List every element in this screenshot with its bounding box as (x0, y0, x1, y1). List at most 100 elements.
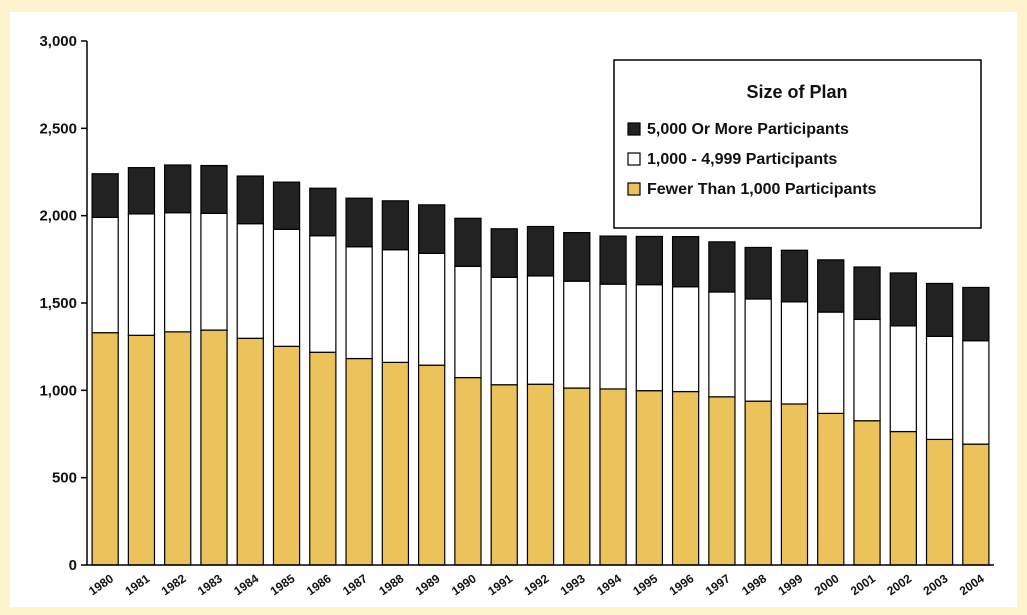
x-tick-label-2003: 2003 (921, 571, 951, 598)
bar-1994-series-1 (599, 283, 627, 390)
bar-1988-series-2 (381, 200, 410, 251)
y-tick-label-1500: 1,500 (39, 295, 77, 312)
bar-1993-series-1 (563, 280, 591, 389)
bar-1999-series-1 (780, 301, 809, 405)
y-tick-label-1000: 1,000 (39, 382, 77, 399)
x-tick-label-1996: 1996 (667, 571, 697, 598)
bar-2000-series-1 (817, 311, 845, 414)
bar-1984-series-0 (236, 337, 264, 566)
x-tick-label-2004: 2004 (957, 571, 987, 598)
bar-1980-series-2 (91, 173, 119, 219)
bar-1990-series-0 (454, 376, 482, 566)
bar-2004-series-1 (962, 340, 990, 445)
bar-1994-series-0 (599, 388, 627, 566)
bar-1985-series-2 (272, 181, 301, 230)
x-tick-label-1992: 1992 (521, 571, 551, 598)
bar-1992-series-2 (526, 225, 555, 277)
bar-2002-series-1 (889, 325, 917, 433)
x-tick-label-1999: 1999 (775, 571, 805, 598)
bar-2004-series-2 (962, 286, 990, 342)
x-tick-label-1983: 1983 (195, 571, 225, 598)
bar-1992-series-1 (526, 275, 555, 385)
bar-1993-series-2 (563, 232, 591, 282)
legend-label-0: 5,000 Or More Participants (647, 121, 849, 138)
bar-1987-series-0 (345, 357, 373, 566)
bar-1997-series-2 (708, 241, 736, 293)
x-tick-label-1981: 1981 (122, 571, 152, 598)
legend: Size of Plan 5,000 Or More Participants 1… (613, 59, 982, 229)
y-tick-label-500: 500 (52, 470, 77, 487)
bar-1998-series-2 (744, 246, 772, 300)
bar-1995-series-2 (635, 235, 664, 286)
bar-1996-series-2 (671, 236, 700, 288)
bar-2001-series-1 (853, 318, 881, 422)
bar-1999-series-0 (780, 403, 809, 566)
bar-1991-series-0 (490, 384, 518, 566)
legend-box (613, 59, 982, 229)
bar-1996-series-0 (671, 390, 700, 566)
x-tick-label-1982: 1982 (159, 571, 189, 598)
y-tick-label-2500: 2,500 (39, 120, 77, 137)
bar-2000-series-2 (817, 259, 845, 313)
bar-1998-series-0 (744, 400, 772, 566)
bar-1996-series-1 (671, 286, 700, 393)
bar-1986-series-2 (309, 187, 337, 237)
bar-1990-series-2 (454, 217, 482, 267)
bar-1991-series-2 (490, 228, 518, 278)
bar-1981-series-2 (127, 167, 156, 215)
bar-1983-series-0 (200, 329, 228, 566)
x-tick-label-1984: 1984 (231, 571, 261, 598)
bar-1980-series-0 (91, 332, 119, 566)
bar-1991-series-1 (490, 276, 518, 386)
legend-label-1: 1,000 - 4,999 Participants (647, 151, 837, 168)
x-tick-label-2002: 2002 (884, 571, 914, 598)
bar-1988-series-1 (381, 249, 410, 363)
legend-title: Size of Plan (746, 82, 847, 102)
chart-frame: 0 500 1,000 1,500 2,000 2,500 3,000 1980 1981 19… (10, 12, 1017, 607)
x-tick-label-1993: 1993 (558, 571, 588, 598)
y-tick-label-3000: 3,000 (39, 33, 77, 50)
bar-1989-series-1 (418, 252, 446, 366)
x-tick-label-1987: 1987 (340, 571, 370, 598)
bar-1982-series-2 (164, 164, 192, 214)
x-tick-label-2001: 2001 (848, 571, 878, 598)
bar-1985-series-1 (272, 228, 301, 347)
bar-1987-series-1 (345, 246, 373, 360)
bar-1981-series-1 (127, 213, 156, 336)
x-tick-label-1989: 1989 (413, 571, 443, 598)
x-tick-label-1980: 1980 (86, 571, 116, 598)
x-tick-label-1997: 1997 (703, 571, 733, 598)
bar-1995-series-1 (635, 284, 664, 392)
bar-1982-series-1 (164, 212, 192, 333)
bar-1981-series-0 (127, 334, 156, 566)
bar-1980-series-1 (91, 216, 119, 334)
bar-1992-series-0 (526, 383, 555, 566)
bar-1986-series-1 (309, 235, 337, 353)
bar-1984-series-2 (236, 175, 264, 225)
x-tick-label-2000: 2000 (812, 571, 842, 598)
x-tick-label-1998: 1998 (739, 571, 769, 598)
bar-2002-series-0 (889, 430, 917, 566)
legend-swatch-0 (627, 122, 641, 136)
legend-label-2: Fewer Than 1,000 Participants (647, 181, 877, 198)
legend-swatch-2 (627, 182, 641, 196)
bar-1997-series-0 (708, 396, 736, 566)
y-tick-label-2000: 2,000 (39, 208, 77, 225)
x-tick-label-1988: 1988 (376, 571, 406, 598)
bar-1995-series-0 (635, 390, 664, 566)
x-tick-label-1995: 1995 (630, 571, 660, 598)
bar-1993-series-0 (563, 387, 591, 566)
bar-2003-series-2 (925, 282, 954, 337)
bar-1983-series-1 (200, 212, 228, 331)
bar-2001-series-2 (853, 266, 881, 321)
bar-1989-series-2 (418, 204, 446, 254)
bar-1994-series-2 (599, 235, 627, 285)
x-tick-label-1990: 1990 (449, 571, 479, 598)
bars-layer (91, 164, 990, 566)
x-tick-label-1985: 1985 (268, 571, 298, 598)
ticks-layer: 0 500 1,000 1,500 2,000 2,500 3,000 (39, 33, 87, 574)
x-tick-label-1986: 1986 (304, 571, 334, 598)
bar-2003-series-1 (925, 335, 954, 441)
bar-1999-series-2 (780, 249, 809, 303)
